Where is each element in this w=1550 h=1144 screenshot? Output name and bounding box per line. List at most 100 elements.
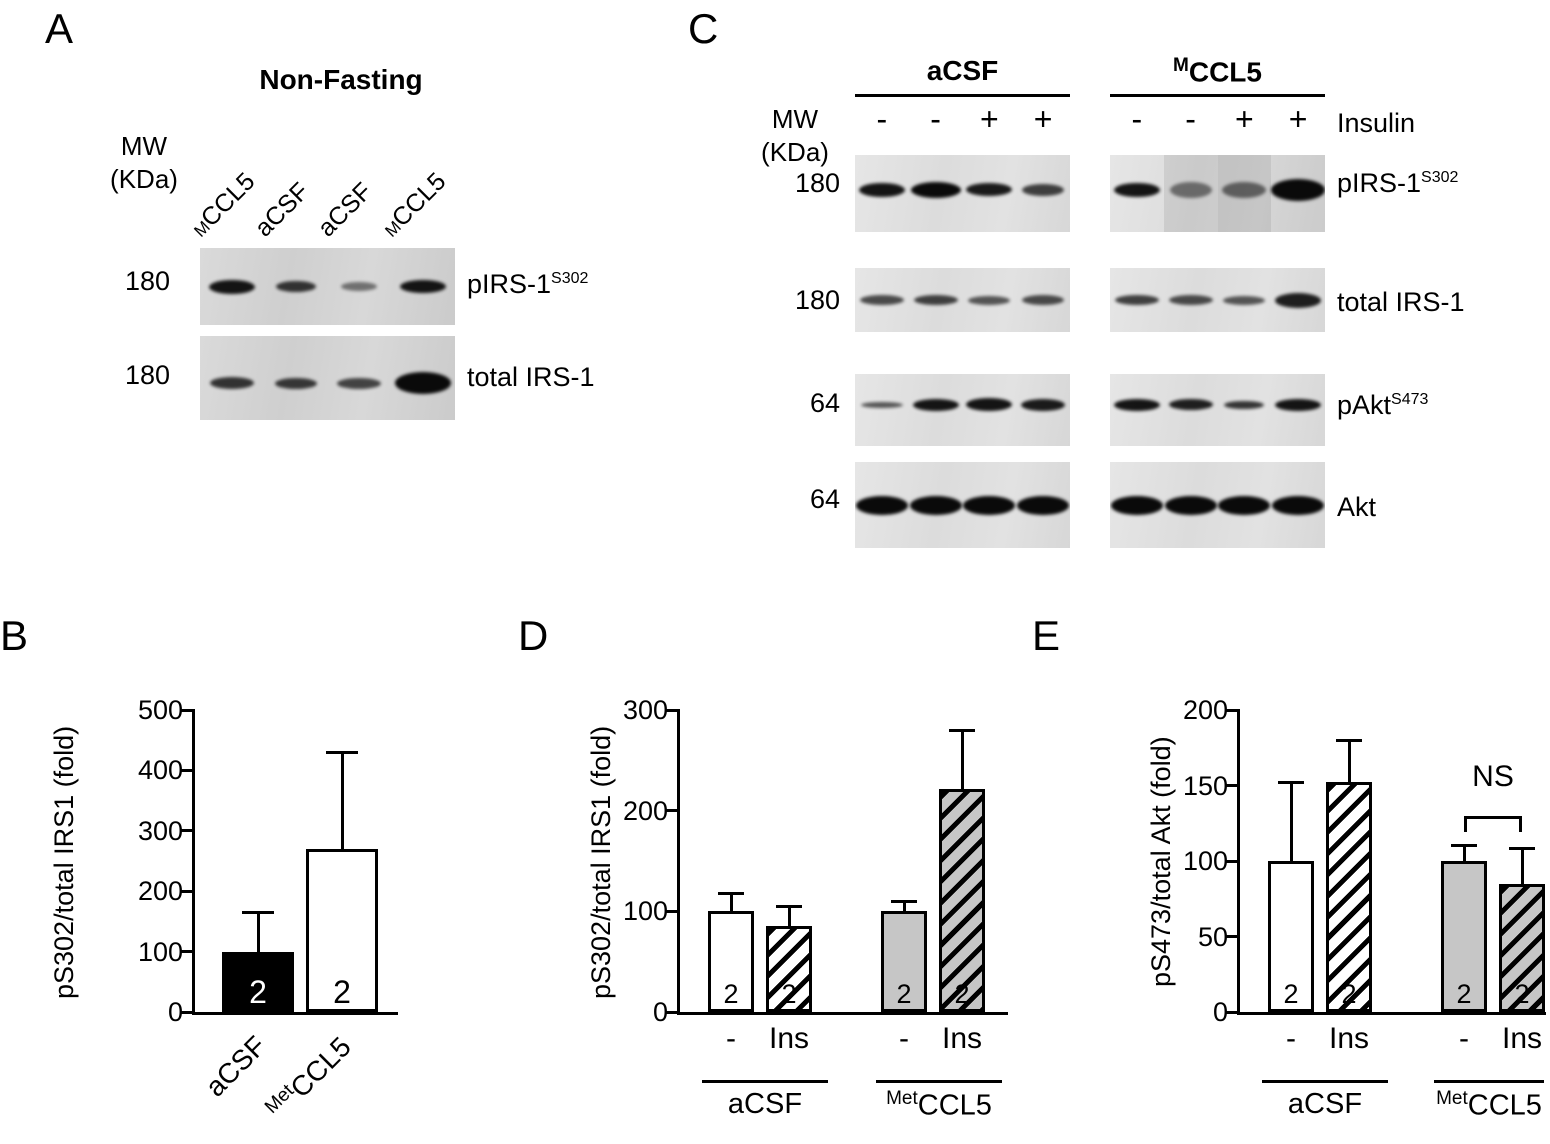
blot-band [859,295,904,305]
bar-n-label: 2 [954,978,970,1009]
y-axis [677,710,680,1015]
y-tick [665,1010,680,1014]
blot-mccl5-pirs1 [1110,155,1325,232]
group-underline [855,94,1070,97]
error-bar-stem [340,752,344,849]
y-tick [1225,935,1240,938]
blot-acsf-akt [855,462,1070,548]
bar-n-label: 2 [896,978,912,1009]
blot-label-total-irs1: total IRS-1 [467,362,595,393]
y-tick-label: 200 [622,795,668,826]
blot-band [1110,495,1163,515]
x-tick-label: Ins [1328,1022,1370,1055]
blot-label-superscript: S473 [1391,391,1429,408]
y-tick [180,889,195,893]
ns-bracket-leg [1464,816,1467,832]
blot-label-text: total IRS-1 [1337,287,1465,317]
y-tick-label: 400 [137,755,183,786]
panel-a-mw-blot2: 180 [124,360,170,390]
blot-band [208,279,255,294]
insulin-sign: + [1235,101,1254,137]
label-superscript-prefix: Met [1436,1088,1468,1109]
group-label: MetCCL5 [829,1088,1049,1123]
insulin-sign: + [980,101,999,137]
ns-annotation: NS [1472,760,1514,793]
error-bar-cap [776,904,802,908]
mw-text: MW [771,104,819,134]
label-text: aCSF [727,1088,803,1120]
y-tick-label: 300 [137,815,183,846]
y-tick-label: 100 [622,896,668,927]
x-tick-label: - [726,1022,736,1055]
blot-label-text: pAkt [1337,390,1392,420]
blot-band [1271,178,1325,201]
blot-band [1022,295,1065,305]
y-tick [1225,859,1240,863]
blot-label-pirs1: pIRS-1S302 [1337,168,1458,199]
y-tick [180,768,195,772]
y-tick [180,1010,195,1014]
group-underline [1110,94,1325,97]
error-bar-stem [1520,848,1524,884]
blot-label-pirs1: pIRS-1S302 [467,269,588,300]
blot-band [400,280,447,293]
blot-mccl5-pakt [1110,374,1325,446]
blot-band [910,181,961,198]
panel-c-letter: C [688,5,719,52]
blot-acsf-pirs1 [855,155,1070,232]
blot-band [1169,181,1212,198]
panel-d-letter: D [518,612,549,659]
insulin-sign: + [1033,101,1053,137]
insulin-sign: - [930,101,941,137]
blot-acsf-total-irs1 [855,268,1070,332]
blot-band [1272,495,1325,515]
panel-c-mw-row4: 64 [809,484,840,514]
blot-label-text: pIRS-1 [467,269,552,299]
blot-band [858,182,905,197]
label-superscript-prefix: Met [886,1088,918,1109]
y-tick-label: 100 [137,936,183,967]
kda-text: (KDa) [110,163,178,194]
error-bar-stem [1462,845,1466,861]
y-tick [180,829,195,833]
label-superscript-prefix: M [1173,55,1189,76]
bar-d-1: 2 [708,911,754,1012]
blot-band [913,295,958,305]
error-bar-stem [902,901,906,912]
group-rule [702,1080,828,1083]
y-tick [665,909,680,913]
error-bar-cap [949,728,975,732]
error-bar-cap [891,899,917,903]
group-rule [1434,1080,1544,1083]
error-bar-stem [729,893,733,912]
blot-mccl5-total-irs1 [1110,268,1325,332]
blot-band [274,377,317,389]
bar-n-label: 2 [1283,979,1299,1009]
label-text: CCL5 [1467,1089,1542,1122]
panel-c-group-header-acsf: aCSF [855,55,1070,87]
blot-band [1222,181,1267,198]
panel-a-letter: A [45,5,74,52]
y-tick [1225,1010,1240,1014]
label-text: CCL5 [1188,56,1262,88]
blot-mccl5-akt [1110,462,1325,548]
error-bar-cap [1451,844,1477,848]
panel-a-mw-header: MW (KDa) [98,130,190,195]
blot-band [1022,183,1065,196]
blot-nonfasting-total-irs1 [200,336,455,420]
blot-band [1218,495,1271,515]
x-tick-label: - [899,1022,909,1055]
blot-band [909,495,962,515]
blot-band [1168,399,1213,411]
group-rule [1262,1080,1388,1083]
blot-label-text: Akt [1337,492,1377,522]
y-tick-label: 200 [1182,695,1228,725]
bar-d-3: 2 [881,911,927,1012]
blot-band [963,495,1016,515]
error-bar-cap [326,750,358,754]
bar-n-label: 2 [1456,979,1472,1009]
x-tick-label: Ins [1501,1022,1543,1055]
